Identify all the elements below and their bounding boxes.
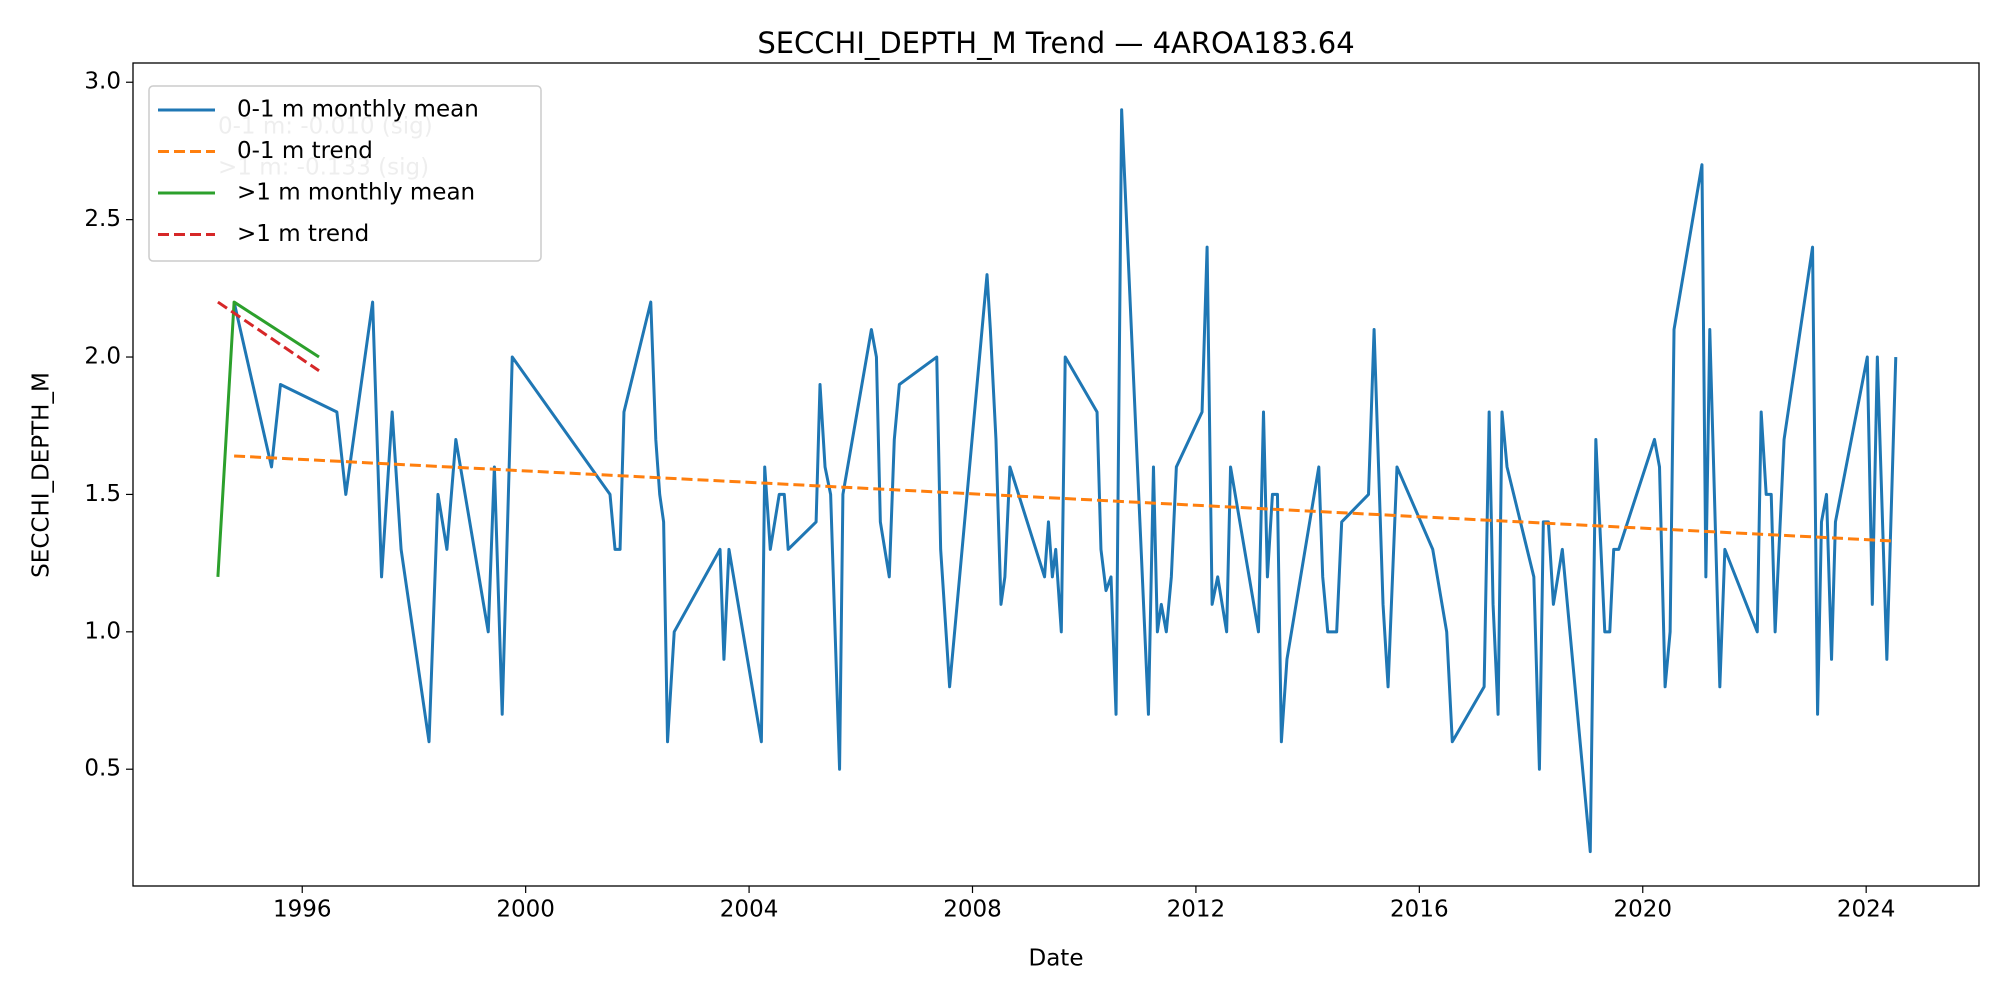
series-line (216, 300, 320, 577)
x-axis-label: Date (1029, 946, 1084, 972)
legend-box (148, 85, 542, 262)
x-tick-label: 2004 (720, 897, 779, 923)
series-line (232, 108, 1898, 854)
series-line (234, 454, 1896, 543)
y-tick-label: 1.0 (84, 618, 121, 644)
legend-label: >1 m monthly mean (237, 180, 475, 206)
y-tick-label: 1.5 (84, 481, 121, 507)
x-tick-label: 1996 (273, 897, 332, 923)
y-tick-label: 2.5 (84, 206, 121, 232)
plot-frame (132, 62, 1980, 887)
y-tick-label: 0.5 (84, 756, 121, 782)
y-tick-label: 2.0 (84, 344, 121, 370)
legend-label: >1 m trend (237, 221, 369, 247)
x-tick-label: 2012 (1167, 897, 1226, 923)
legend-label: 0-1 m trend (237, 138, 373, 164)
x-tick-label: 2000 (496, 897, 555, 923)
y-tick-label: 3.0 (84, 69, 121, 95)
x-tick-label: 2020 (1613, 897, 1672, 923)
chart-title: SECCHI_DEPTH_M Trend — 4AROA183.64 (757, 26, 1354, 60)
legend-label: 0-1 m monthly mean (237, 97, 479, 123)
x-tick-label: 2016 (1390, 897, 1449, 923)
x-tick-label: 2024 (1837, 897, 1896, 923)
y-axis-label: SECCHI_DEPTH_M (29, 372, 55, 578)
x-tick-label: 2008 (943, 897, 1002, 923)
series-line (217, 300, 320, 373)
